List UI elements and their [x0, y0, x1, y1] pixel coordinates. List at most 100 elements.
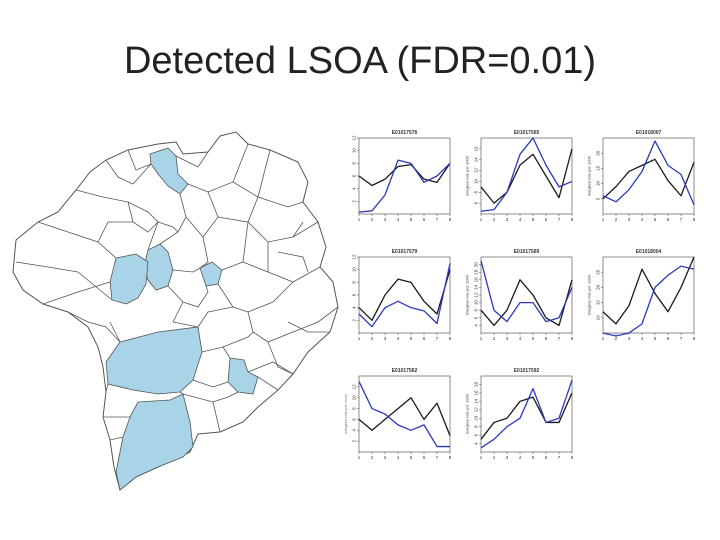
lsoa-map	[12, 131, 339, 491]
lsoa-boundary	[277, 251, 309, 273]
x-tick-label: 1	[602, 336, 605, 341]
expected-series-line	[358, 263, 451, 328]
x-tick-label: 5	[532, 217, 535, 222]
y-tick-label: 6	[352, 293, 357, 296]
x-tick-label: 5	[532, 336, 535, 341]
y-tick-label: 10	[596, 181, 601, 187]
y-tick-label: 6	[474, 433, 479, 436]
observed-series-line	[358, 269, 451, 321]
lsoa-boundary	[247, 306, 339, 343]
x-tick-label: 1	[358, 336, 361, 341]
y-tick-label: 8	[474, 191, 479, 194]
observed-series-line	[602, 256, 695, 325]
y-axis-label: Burglary rate per 1000	[587, 274, 592, 315]
y-tick-label: 10	[352, 395, 357, 401]
x-tick-label: 1	[480, 336, 483, 341]
x-tick-label: 4	[641, 336, 644, 341]
map-outline	[12, 131, 339, 491]
x-tick-label: 2	[615, 336, 618, 341]
x-tick-label: 3	[384, 336, 387, 341]
panel-title: E01017569	[514, 249, 540, 255]
lsoa-boundary	[199, 236, 209, 269]
y-tick-label: 14	[474, 284, 479, 290]
expected-series-line	[602, 265, 695, 337]
lsoa-boundary	[75, 189, 159, 251]
y-tick-label: 16	[474, 146, 479, 152]
y-tick-label: 10	[352, 148, 357, 154]
observed-series-line	[602, 158, 695, 200]
y-tick-label: 12	[352, 254, 357, 260]
plot-frame	[602, 256, 695, 334]
y-tick-label: 12	[474, 292, 479, 298]
x-tick-label: 8	[693, 217, 696, 222]
y-tick-label: 6	[352, 174, 357, 177]
x-tick-label: 3	[384, 455, 387, 460]
observed-series-line	[358, 162, 451, 187]
lsoa-boundary	[97, 221, 133, 243]
x-tick-label: 3	[506, 455, 509, 460]
x-tick-label: 5	[410, 336, 413, 341]
x-tick-label: 5	[654, 336, 657, 341]
x-tick-label: 6	[667, 217, 670, 222]
y-tick-label: 15	[596, 300, 601, 306]
detected-lsoa-region	[109, 253, 149, 305]
x-tick-label: 6	[423, 336, 426, 341]
y-tick-label: 4	[352, 306, 357, 309]
lsoa-boundary	[37, 221, 117, 259]
x-tick-label: 6	[423, 217, 426, 222]
y-tick-label: 16	[474, 390, 479, 396]
lsoa-boundary	[192, 379, 229, 388]
x-tick-label: 5	[410, 455, 413, 460]
y-tick-label: 12	[352, 135, 357, 141]
lsoa-boundary	[159, 193, 187, 245]
y-tick-label: 18	[474, 269, 479, 275]
plot-frame	[480, 137, 573, 215]
lsoa-boundary	[127, 149, 152, 171]
lsoa-boundary	[197, 306, 234, 328]
y-tick-label: 10	[474, 415, 479, 421]
x-tick-label: 1	[358, 217, 361, 222]
y-tick-label: 6	[474, 201, 479, 204]
expected-series-line	[480, 260, 573, 323]
lsoa-boundary	[257, 376, 279, 391]
y-tick-label: 12	[474, 168, 479, 174]
x-tick-label: 3	[628, 217, 631, 222]
chart-panel: E01018007 1 2 3 4 5 6 7 8 5 10 15 20 Burglary rate pe…	[587, 130, 696, 222]
y-tick-label: 2	[352, 319, 357, 322]
y-axis-label: Burglary rate per 1000	[465, 393, 470, 434]
detected-lsoa-region	[149, 147, 189, 195]
x-tick-label: 6	[667, 336, 670, 341]
lsoa-boundary	[15, 261, 113, 301]
expected-series-line	[358, 381, 450, 448]
y-tick-label: 20	[596, 150, 601, 156]
lsoa-boundary	[67, 311, 121, 343]
x-tick-label: 1	[358, 455, 361, 460]
y-tick-label: 14	[474, 157, 479, 163]
x-tick-label: 8	[571, 217, 574, 222]
lsoa-boundary	[292, 221, 304, 238]
y-tick-label: 15	[596, 165, 601, 171]
lsoa-boundary	[167, 285, 209, 308]
x-tick-label: 2	[493, 336, 496, 341]
plot-frame	[358, 375, 451, 453]
observed-series-line	[480, 392, 573, 440]
x-tick-label: 7	[558, 455, 561, 460]
x-tick-label: 1	[602, 217, 605, 222]
y-tick-label: 4	[352, 187, 357, 190]
y-tick-label: 10	[352, 267, 357, 273]
x-tick-label: 4	[519, 336, 522, 341]
y-tick-label: 18	[474, 381, 479, 387]
x-tick-label: 4	[397, 455, 400, 460]
lsoa-boundary	[109, 436, 124, 441]
y-tick-label: 25	[596, 269, 601, 275]
lsoa-boundary	[127, 201, 159, 233]
x-tick-label: 6	[423, 455, 426, 460]
x-tick-label: 4	[519, 455, 522, 460]
expected-series-line	[480, 380, 573, 449]
x-tick-label: 5	[410, 217, 413, 222]
x-tick-label: 3	[628, 336, 631, 341]
